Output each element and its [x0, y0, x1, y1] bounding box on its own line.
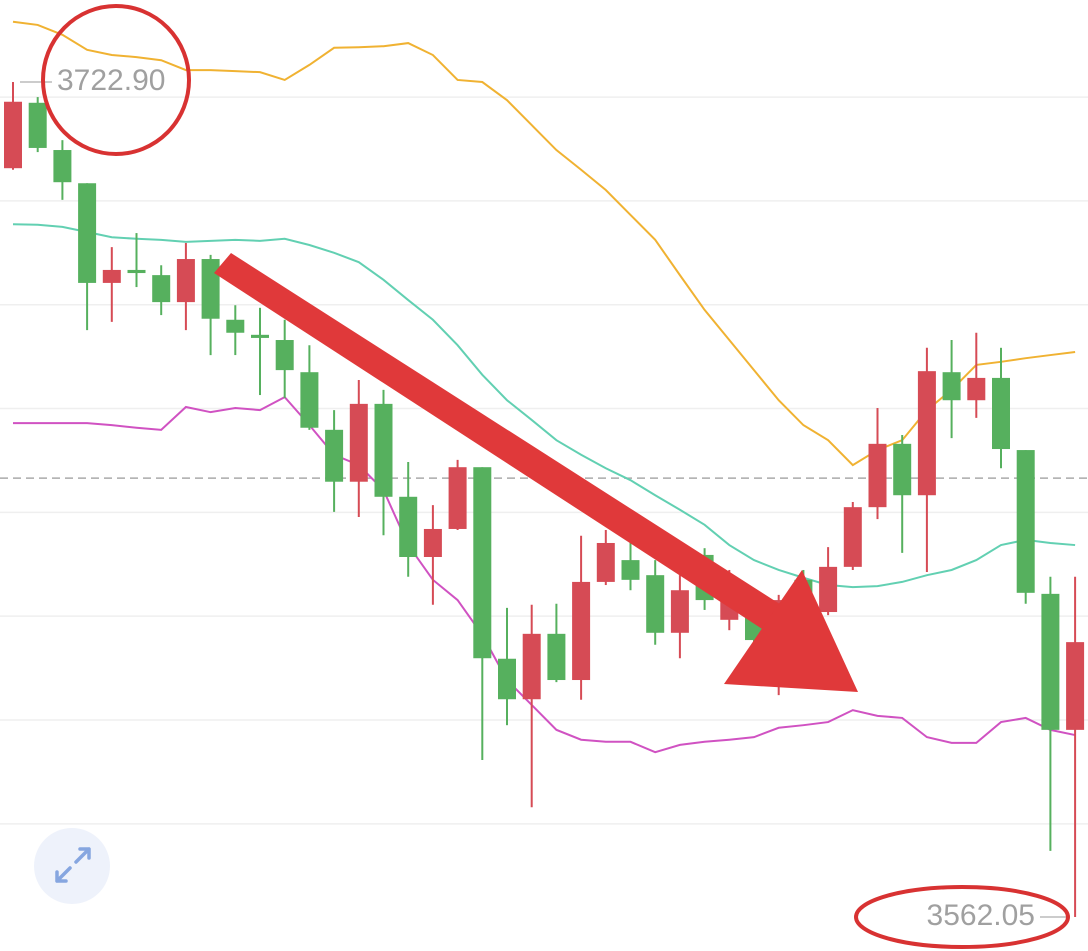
candle-body: [201, 259, 220, 319]
candle-body: [251, 334, 269, 338]
candle-body: [942, 372, 961, 401]
candle-body: [1066, 642, 1085, 730]
arrow-head: [724, 570, 858, 692]
arrow-shaft: [214, 253, 786, 634]
candle-body: [28, 102, 47, 148]
candle-body: [596, 542, 615, 582]
highlight-circle: [854, 885, 1070, 949]
band-line: [12, 223, 1076, 589]
min-marker-label: 3562.05: [927, 899, 1035, 932]
candle-body: [423, 528, 442, 557]
candle-body: [917, 371, 936, 496]
highlight-circle: [41, 4, 191, 156]
candle-body: [152, 275, 171, 303]
candle-body: [992, 377, 1010, 450]
expand-button[interactable]: [34, 828, 110, 904]
candle-body: [448, 467, 467, 529]
candle-body: [1041, 593, 1060, 730]
candle-body: [325, 429, 344, 482]
candle-body: [621, 560, 640, 580]
candle-body: [868, 443, 887, 508]
candle-body: [275, 340, 294, 371]
candle-body: [300, 372, 319, 428]
candle-body: [374, 403, 393, 497]
max-marker-label: 3722.90: [57, 64, 165, 97]
annotations: [34, 4, 1070, 949]
candle-body: [102, 269, 121, 283]
candle-body: [819, 566, 838, 613]
band-line: [13, 395, 1076, 754]
candle-body: [893, 443, 912, 496]
band-line: [12, 20, 1076, 467]
candle-body: [522, 633, 541, 700]
candle-body: [498, 658, 516, 700]
candle-body: [967, 377, 986, 401]
candle-body: [843, 507, 862, 567]
candle-body: [4, 101, 22, 169]
candle-body: [1016, 450, 1035, 593]
candle-body: [670, 590, 689, 633]
candle-body: [127, 269, 146, 274]
candle-body: [53, 150, 72, 183]
plot: 3722.90 3562.05: [0, 20, 1088, 932]
candle-body: [547, 633, 566, 681]
candle-body: [176, 259, 195, 303]
candle-body: [349, 403, 368, 482]
candle-body: [572, 581, 591, 681]
candle-body: [646, 575, 665, 633]
candle-body: [399, 496, 418, 557]
candle-body: [473, 467, 492, 659]
candle-body: [78, 183, 97, 283]
candle-body: [226, 319, 245, 333]
